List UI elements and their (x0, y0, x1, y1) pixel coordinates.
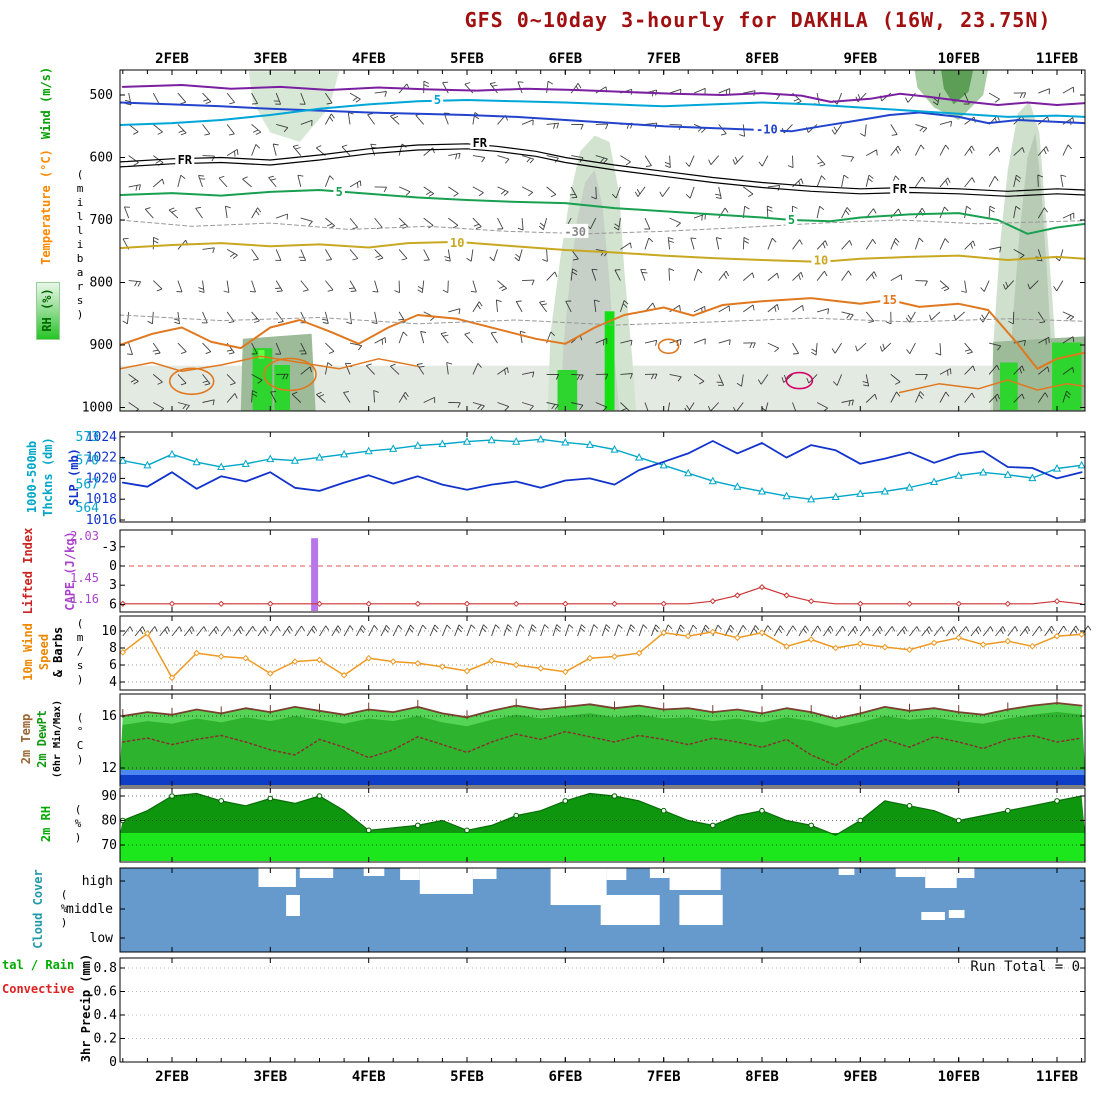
svg-text:564: 564 (76, 501, 100, 516)
svg-text:8FEB: 8FEB (745, 1069, 779, 1085)
temperature-axis-label: Temperature (°C) (39, 149, 53, 265)
svg-text:6: 6 (109, 658, 117, 673)
svg-text:FR: FR (892, 182, 907, 196)
svg-text:Run Total = 0: Run Total = 0 (970, 959, 1080, 975)
svg-text:10: 10 (450, 236, 464, 250)
svg-text:567: 567 (76, 477, 99, 492)
svg-text:0: 0 (109, 1055, 117, 1070)
chart-title: GFS 0~10day 3-hourly for DAKHLA (16W, 23… (464, 8, 1052, 32)
svg-text:1.16: 1.16 (70, 592, 99, 606)
temp2m-units-label: (°C) (73, 711, 87, 767)
rh-axis-label: RH (%) (40, 288, 54, 332)
svg-text:1018: 1018 (86, 492, 117, 507)
svg-text:90: 90 (101, 789, 117, 804)
svg-text:7FEB: 7FEB (647, 51, 681, 67)
svg-text:0.4: 0.4 (94, 1008, 118, 1023)
temp2m-axis-label: 2m Temp (19, 713, 33, 765)
svg-text:800: 800 (90, 276, 113, 291)
svg-text:16: 16 (101, 709, 117, 724)
svg-text:1020: 1020 (86, 471, 117, 486)
svg-text:9FEB: 9FEB (843, 51, 877, 67)
svg-text:10: 10 (101, 624, 117, 639)
svg-text:middle: middle (66, 902, 113, 917)
lifted-index-axis-label: Lifted Index (21, 527, 35, 615)
cloud-cover-axis-label: Cloud Cover (31, 869, 45, 949)
cloud-cover-units-label: (%) (57, 888, 71, 930)
svg-text:7FEB: 7FEB (647, 1069, 681, 1085)
svg-text:1024: 1024 (86, 430, 117, 445)
svg-text:low: low (90, 931, 114, 946)
svg-text:3FEB: 3FEB (253, 1069, 287, 1085)
svg-text:10FEB: 10FEB (938, 51, 980, 67)
wind-axis-label: Wind (m/s) (39, 66, 53, 140)
minmax-axis-label: (6hr Min/Max) (52, 699, 63, 779)
rh-legend-swatch (36, 282, 60, 340)
svg-text:FR: FR (178, 153, 193, 167)
svg-text:1.45: 1.45 (70, 571, 99, 585)
svg-text:4FEB: 4FEB (352, 1069, 386, 1085)
wind10m-units-label: (m/s) (73, 617, 87, 687)
svg-text:1016: 1016 (86, 513, 117, 528)
svg-text:0: 0 (109, 559, 117, 574)
svg-text:1022: 1022 (86, 451, 117, 466)
svg-text:8: 8 (109, 641, 117, 656)
svg-text:15: 15 (883, 293, 897, 307)
svg-text:8FEB: 8FEB (745, 51, 779, 67)
svg-text:12: 12 (101, 761, 117, 776)
wind10m-axis-label-1: 10m Wind (21, 623, 35, 681)
svg-text:1000: 1000 (82, 401, 113, 416)
convective-label: Convective (2, 982, 75, 996)
svg-text:11FEB: 11FEB (1036, 1069, 1078, 1085)
wind10m-axis-label-2: Speed (37, 633, 51, 671)
total-rain-label: tal / Rain (2, 958, 75, 972)
svg-text:11FEB: 11FEB (1036, 51, 1078, 67)
svg-text:2FEB: 2FEB (155, 51, 189, 67)
svg-text:4: 4 (109, 675, 117, 690)
svg-text:4FEB: 4FEB (352, 51, 386, 67)
svg-text:570: 570 (76, 454, 99, 469)
svg-text:5: 5 (336, 185, 343, 199)
svg-text:high: high (82, 874, 113, 889)
svg-text:-10: -10 (756, 122, 778, 136)
svg-text:-30: -30 (564, 225, 586, 239)
svg-text:10: 10 (814, 254, 828, 268)
rh2m-units-label: (%) (71, 803, 85, 845)
svg-text:573: 573 (76, 430, 99, 445)
svg-text:700: 700 (90, 213, 113, 228)
svg-text:3FEB: 3FEB (253, 51, 287, 67)
svg-text:6FEB: 6FEB (548, 51, 582, 67)
thickness-axis-label-2: Thckns (dm) (41, 437, 55, 517)
svg-text:5FEB: 5FEB (450, 51, 484, 67)
svg-text:70: 70 (101, 838, 117, 853)
svg-text:2FEB: 2FEB (155, 1069, 189, 1085)
svg-text:2.03: 2.03 (70, 529, 99, 543)
rh2m-axis-label: 2m RH (39, 805, 53, 843)
svg-text:0.8: 0.8 (94, 961, 117, 976)
svg-text:0.2: 0.2 (94, 1032, 117, 1047)
svg-text:0.6: 0.6 (94, 985, 117, 1000)
svg-text:900: 900 (90, 338, 113, 353)
svg-text:-3: -3 (101, 540, 117, 555)
svg-text:5FEB: 5FEB (450, 1069, 484, 1085)
wind10m-axis-label-3: & Barbs (51, 626, 65, 678)
dewpt2m-axis-label: 2m DewPt (35, 710, 49, 768)
cape-axis-label: CAPE (J/kg) (63, 531, 77, 611)
svg-text:10FEB: 10FEB (938, 1069, 980, 1085)
svg-text:6FEB: 6FEB (548, 1069, 582, 1085)
svg-text:5: 5 (434, 93, 441, 107)
svg-text:3: 3 (109, 578, 117, 593)
millibars-axis-label: (millibars) (73, 168, 87, 322)
precip-axis-label: 3hr Precip (mm) (79, 953, 93, 1063)
svg-text:6: 6 (109, 597, 117, 612)
thickness-axis-label-1: 1000-500mb (25, 440, 39, 514)
svg-text:500: 500 (90, 88, 113, 103)
svg-text:FR: FR (473, 136, 488, 150)
slp-axis-label: SLP (mb) (67, 448, 81, 506)
svg-text:5: 5 (788, 213, 795, 227)
svg-text:9FEB: 9FEB (843, 1069, 877, 1085)
svg-text:600: 600 (90, 151, 113, 166)
svg-text:80: 80 (101, 814, 117, 829)
